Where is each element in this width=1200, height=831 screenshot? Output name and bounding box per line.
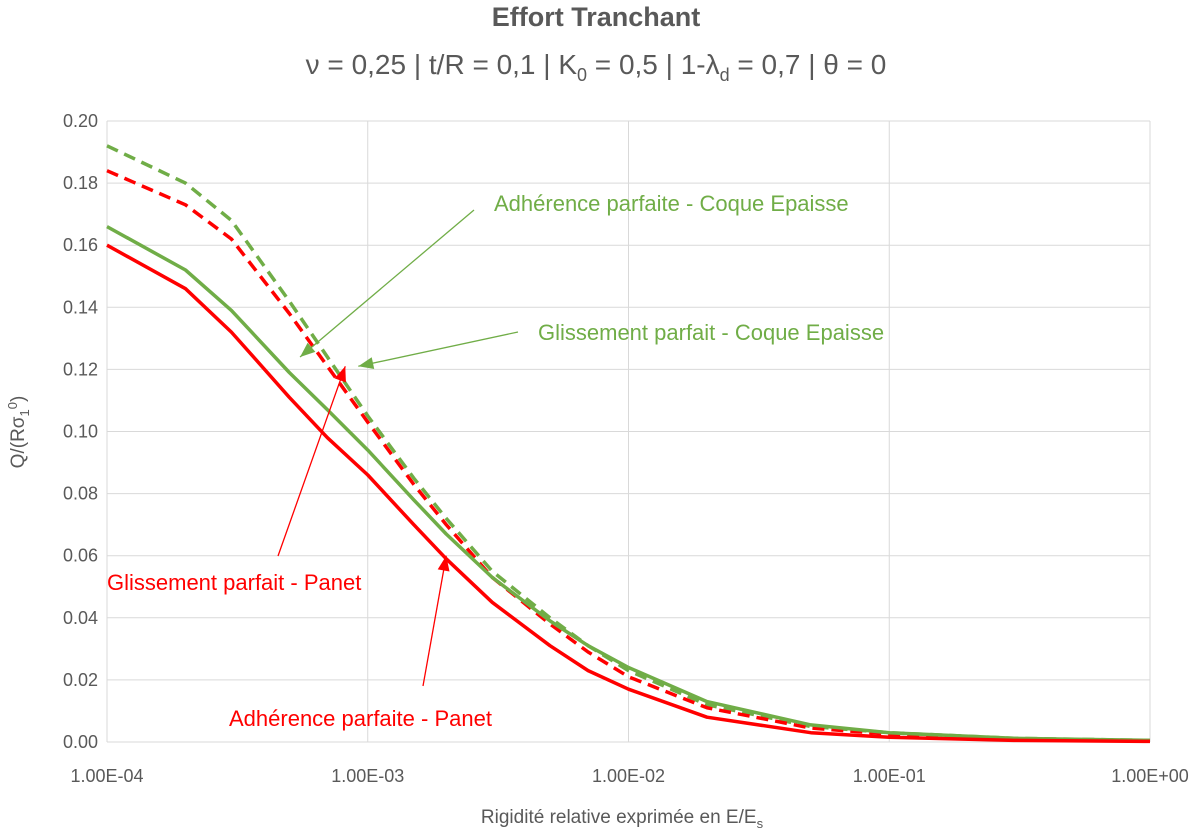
y-tick-label: 0.08 [63,484,98,504]
y-tick-label: 0.02 [63,670,98,690]
x-tick-label: 1.00E-01 [853,766,926,786]
series-lines [106,144,1151,744]
annotation-label: Adhérence parfaite - Coque Epaisse [494,191,849,216]
x-tick-label: 1.00E-03 [331,766,404,786]
y-tick-label: 0.16 [63,235,98,255]
y-tick-label: 0.12 [63,359,98,379]
annotation-arrow [422,555,447,687]
annotation-label: Adhérence parfaite - Panet [229,706,492,731]
y-tick-label: 0.20 [63,111,98,131]
y-tick-label: 0.06 [63,546,98,566]
gridlines [106,120,1151,743]
arrow-head [334,366,346,383]
chart-title: Effort Tranchant [492,2,701,32]
series-line-gliss_panet [106,225,1151,743]
x-tick-label: 1.00E+00 [1111,766,1189,786]
x-axis-label: Rigidité relative exprimée en E/Es [481,807,764,831]
x-tick-label: 1.00E-04 [70,766,143,786]
x-axis-ticks: 1.00E-04 1.00E-03 1.00E-02 1.00E-01 1.00E+00 [70,766,1188,786]
annotation-arrow [277,366,346,557]
annotation-arrow [358,331,519,367]
arrow-head [358,357,375,370]
annotation-label: Glissement parfait - Panet [107,570,361,595]
y-tick-label: 0.04 [63,608,98,628]
y-axis-label: Q/(Rσ10) [5,396,32,469]
series-line-adh_panet [106,243,1151,744]
arrow-head [300,342,316,357]
arrow-head [437,555,450,572]
y-axis-ticks: 0.00 0.02 0.04 0.06 0.08 0.10 0.12 0.14 0.16 0.18… [63,111,98,752]
chart-subtitle: ν = 0,25 | t/R = 0,1 | K0 = 0,5 | 1-λd =… [306,49,887,85]
annotation-label: Glissement parfait - Coque Epaisse [538,320,884,345]
y-tick-label: 0.18 [63,173,98,193]
y-tick-label: 0.00 [63,732,98,752]
annotation-arrow [299,209,475,358]
y-tick-label: 0.10 [63,422,98,442]
y-tick-label: 0.14 [63,297,98,317]
annotations: Adhérence parfaite - Coque Epaisse Glisse… [107,191,884,731]
x-tick-label: 1.00E-02 [592,766,665,786]
